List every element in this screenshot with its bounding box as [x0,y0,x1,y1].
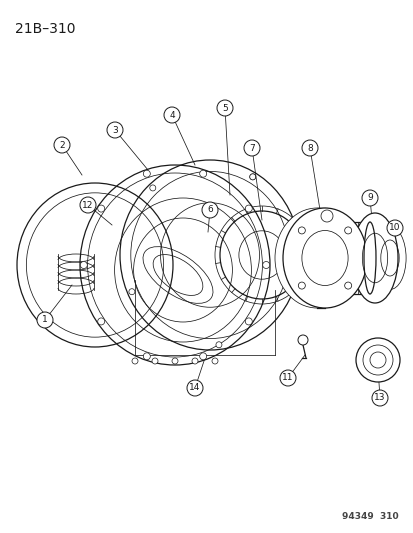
Ellipse shape [351,213,397,303]
Circle shape [298,227,305,234]
Circle shape [97,205,104,212]
Circle shape [279,370,295,386]
Circle shape [143,353,150,360]
Circle shape [192,358,197,364]
Text: 10: 10 [388,223,400,232]
Circle shape [249,174,255,180]
Circle shape [128,289,135,295]
Circle shape [54,137,70,153]
Circle shape [80,197,96,213]
Ellipse shape [274,208,358,308]
Circle shape [298,282,305,289]
Text: 2: 2 [59,141,65,149]
Circle shape [249,174,255,180]
Circle shape [371,390,387,406]
Text: 12: 12 [82,200,93,209]
Ellipse shape [282,208,366,308]
Circle shape [171,358,178,364]
Circle shape [216,100,233,116]
Circle shape [243,140,259,156]
Circle shape [187,380,202,396]
Text: 3: 3 [112,125,118,134]
Ellipse shape [363,222,375,294]
Circle shape [132,358,138,364]
Circle shape [37,312,53,328]
Circle shape [97,318,104,325]
Circle shape [301,140,317,156]
Text: 4: 4 [169,110,174,119]
Text: 21B–310: 21B–310 [15,22,75,36]
Text: 94349  310: 94349 310 [342,512,398,521]
Circle shape [290,271,296,277]
Circle shape [107,122,123,138]
Circle shape [80,262,87,269]
Circle shape [297,335,307,345]
Ellipse shape [373,227,405,289]
Text: 6: 6 [206,206,212,214]
Circle shape [199,353,206,360]
Circle shape [361,190,377,206]
Circle shape [216,342,221,348]
Circle shape [344,227,351,234]
Circle shape [386,220,402,236]
Circle shape [262,262,269,269]
Text: 11: 11 [282,374,293,383]
Text: 13: 13 [373,393,385,402]
Text: 5: 5 [222,103,227,112]
Circle shape [344,282,351,289]
Text: 14: 14 [189,384,200,392]
Circle shape [143,170,150,177]
Circle shape [199,170,206,177]
Circle shape [202,202,218,218]
Circle shape [164,107,180,123]
Circle shape [152,358,158,364]
Circle shape [244,318,252,325]
Text: 7: 7 [249,143,254,152]
Text: 9: 9 [366,193,372,203]
Text: 1: 1 [42,316,48,325]
Circle shape [244,205,252,212]
Circle shape [211,358,218,364]
Circle shape [150,185,155,191]
Text: 8: 8 [306,143,312,152]
Ellipse shape [355,338,399,382]
